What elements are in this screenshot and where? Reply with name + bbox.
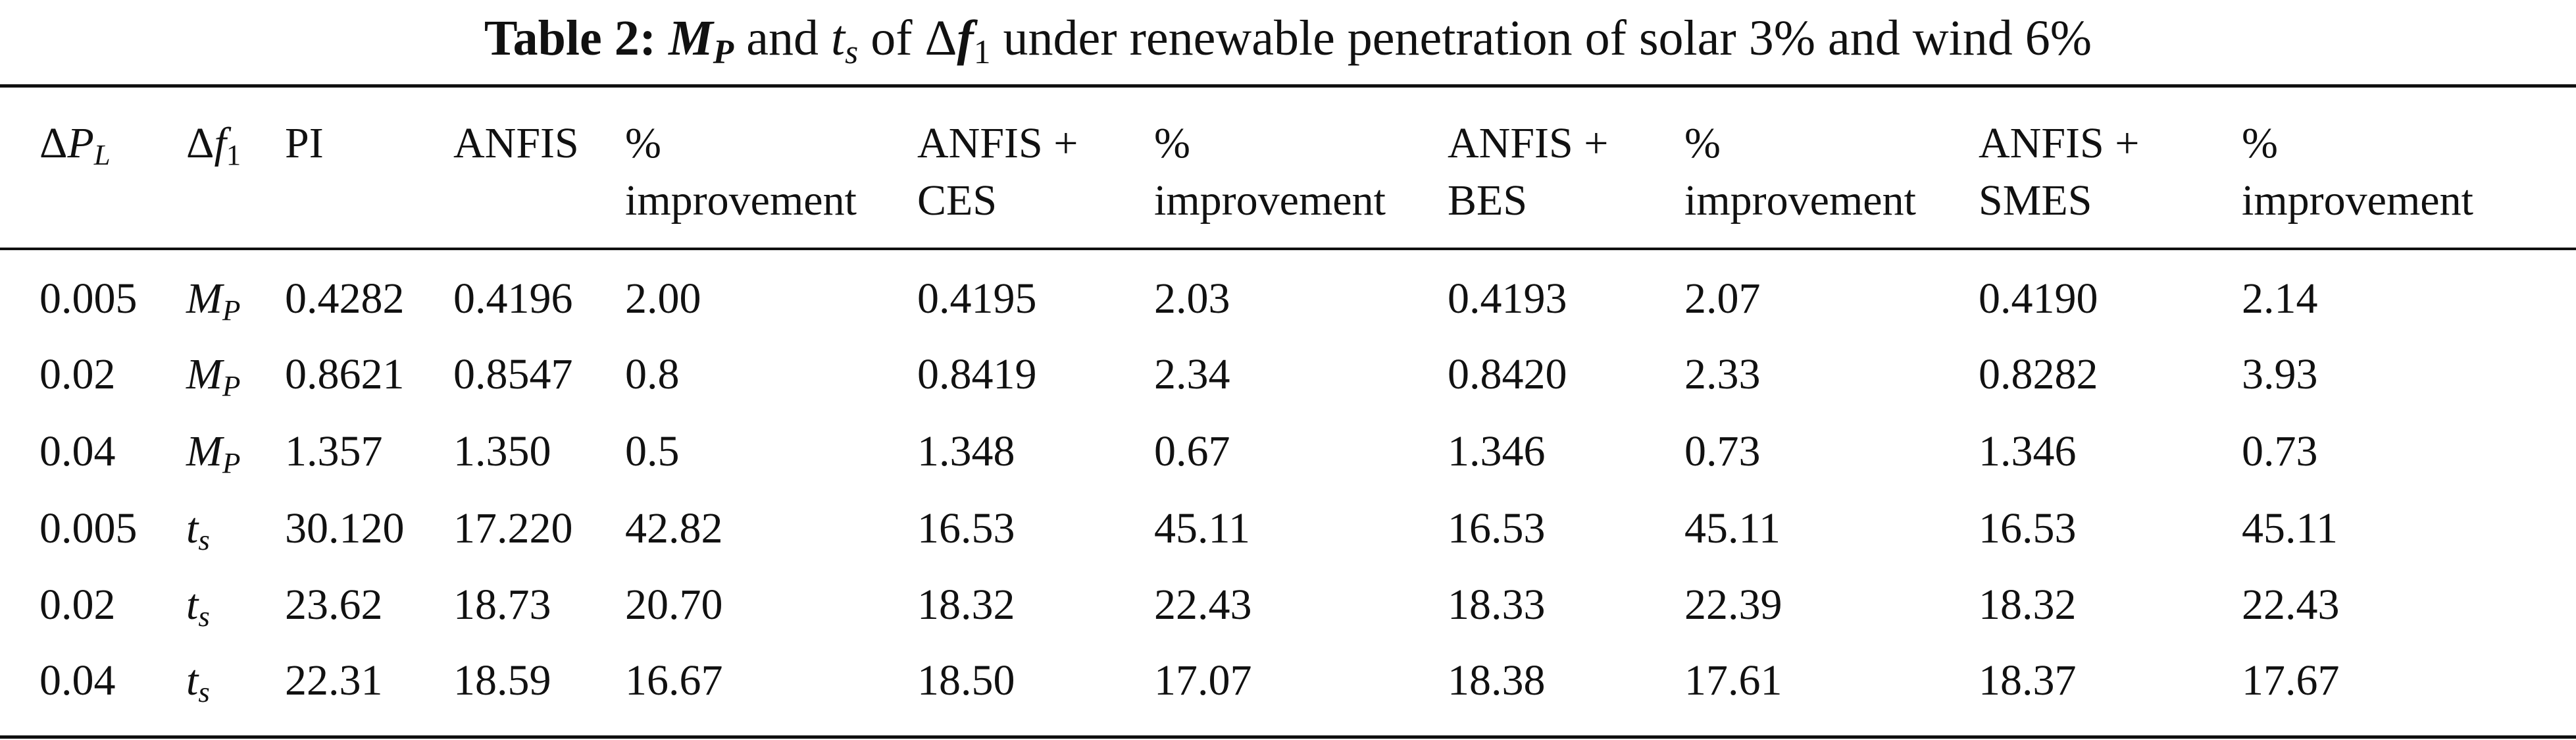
- header-col-4-line-0: %: [1154, 119, 1190, 167]
- cell-value: 18.73: [453, 581, 551, 629]
- cell-value: 0.5: [625, 427, 680, 475]
- cell-value: 22.39: [1684, 581, 1782, 629]
- cell-value: 0.8621: [285, 350, 405, 398]
- cell-value: 0.73: [1684, 427, 1761, 475]
- header-col-3-line-0: ANFIS +: [917, 119, 1078, 167]
- cell-value: 45.11: [2242, 504, 2338, 552]
- header-col-5-line-1: BES: [1448, 176, 1528, 225]
- cell-value: 0.8420: [1448, 350, 1567, 398]
- cell-value: 0.4193: [1448, 275, 1567, 323]
- cell-value: 0.8419: [917, 350, 1037, 398]
- caption-df1: Δf1: [924, 11, 991, 71]
- header-delta-pl: ΔPL: [39, 119, 111, 172]
- header-col-0-line-0: PI: [285, 119, 324, 167]
- header-col-3-line-1: CES: [917, 176, 998, 225]
- caption-label: Table 2:: [484, 11, 657, 66]
- cell-delta-pl: 0.005: [39, 275, 138, 323]
- cell-value: 30.120: [285, 504, 405, 552]
- cell-symbol: MP: [186, 350, 241, 403]
- cell-value: 18.59: [453, 656, 551, 704]
- cell-value: 0.8282: [1979, 350, 2098, 398]
- cell-value: 1.348: [917, 427, 1015, 475]
- cell-value: 18.32: [1979, 581, 2077, 629]
- cell-value: 0.8547: [453, 350, 573, 398]
- cell-value: 20.70: [625, 581, 723, 629]
- cell-value: 0.4282: [285, 275, 405, 323]
- header-col-4-line-1: improvement: [1154, 176, 1386, 225]
- cell-value: 18.33: [1448, 581, 1546, 629]
- cell-value: 1.346: [1448, 427, 1546, 475]
- cell-value: 2.14: [2242, 275, 2318, 323]
- header-col-7-line-0: ANFIS +: [1979, 119, 2140, 167]
- cell-value: 0.4195: [917, 275, 1037, 323]
- cell-delta-pl: 0.02: [39, 350, 116, 398]
- cell-value: 2.34: [1154, 350, 1230, 398]
- cell-value: 17.67: [2242, 656, 2340, 704]
- cell-delta-pl: 0.04: [39, 656, 116, 704]
- header-col-6-line-1: improvement: [1684, 176, 1916, 225]
- header-col-1-line-0: ANFIS: [453, 119, 579, 167]
- header-col-8-line-1: improvement: [2242, 176, 2473, 225]
- cell-value: 16.53: [917, 504, 1015, 552]
- cell-value: 17.07: [1154, 656, 1252, 704]
- cell-value: 0.67: [1154, 427, 1230, 475]
- header-col-6-line-0: %: [1684, 119, 1721, 167]
- cell-value: 45.11: [1684, 504, 1781, 552]
- cell-value: 17.220: [453, 504, 573, 552]
- cell-value: 1.346: [1979, 427, 2077, 475]
- caption-of: of: [871, 11, 913, 66]
- cell-value: 22.43: [1154, 581, 1252, 629]
- cell-value: 0.4196: [453, 275, 573, 323]
- table-caption: Table 2: MP and ts of Δf1 under renewabl…: [0, 5, 2576, 71]
- cell-symbol: ts: [186, 656, 210, 709]
- table-bottom-rule: [0, 735, 2576, 739]
- cell-delta-pl: 0.04: [39, 427, 116, 475]
- cell-value: 0.73: [2242, 427, 2318, 475]
- cell-value: 2.03: [1154, 275, 1230, 323]
- cell-value: 2.07: [1684, 275, 1761, 323]
- cell-value: 0.8: [625, 350, 680, 398]
- cell-value: 0.4190: [1979, 275, 2098, 323]
- caption-rest: under renewable penetration of solar 3% …: [1003, 11, 2092, 66]
- header-delta-f1: Δf1: [186, 119, 241, 172]
- caption-mp: MP: [669, 11, 734, 71]
- caption-ts: ts: [830, 11, 859, 71]
- cell-value: 3.93: [2242, 350, 2318, 398]
- cell-delta-pl: 0.02: [39, 581, 116, 629]
- cell-value: 18.38: [1448, 656, 1546, 704]
- cell-value: 18.37: [1979, 656, 2077, 704]
- cell-symbol: MP: [186, 427, 241, 480]
- header-col-2-line-0: %: [625, 119, 661, 167]
- cell-value: 2.00: [625, 275, 701, 323]
- cell-symbol: MP: [186, 275, 241, 327]
- cell-delta-pl: 0.005: [39, 504, 138, 552]
- cell-value: 16.67: [625, 656, 723, 704]
- cell-symbol: ts: [186, 581, 210, 633]
- cell-value: 22.31: [285, 656, 383, 704]
- header-col-8-line-0: %: [2242, 119, 2278, 167]
- header-col-2-line-1: improvement: [625, 176, 857, 225]
- cell-value: 18.32: [917, 581, 1015, 629]
- cell-value: 17.61: [1684, 656, 1782, 704]
- cell-value: 23.62: [285, 581, 383, 629]
- cell-value: 42.82: [625, 504, 723, 552]
- cell-value: 16.53: [1979, 504, 2077, 552]
- caption-and: and: [746, 11, 819, 66]
- cell-value: 16.53: [1448, 504, 1546, 552]
- header-bottom-rule: [0, 248, 2576, 250]
- cell-value: 18.50: [917, 656, 1015, 704]
- table-top-rule: [0, 84, 2576, 88]
- cell-value: 2.33: [1684, 350, 1761, 398]
- cell-value: 1.350: [453, 427, 551, 475]
- cell-value: 1.357: [285, 427, 383, 475]
- cell-symbol: ts: [186, 504, 210, 557]
- header-col-7-line-1: SMES: [1979, 176, 2092, 225]
- header-col-5-line-0: ANFIS +: [1448, 119, 1609, 167]
- cell-value: 45.11: [1154, 504, 1251, 552]
- cell-value: 22.43: [2242, 581, 2340, 629]
